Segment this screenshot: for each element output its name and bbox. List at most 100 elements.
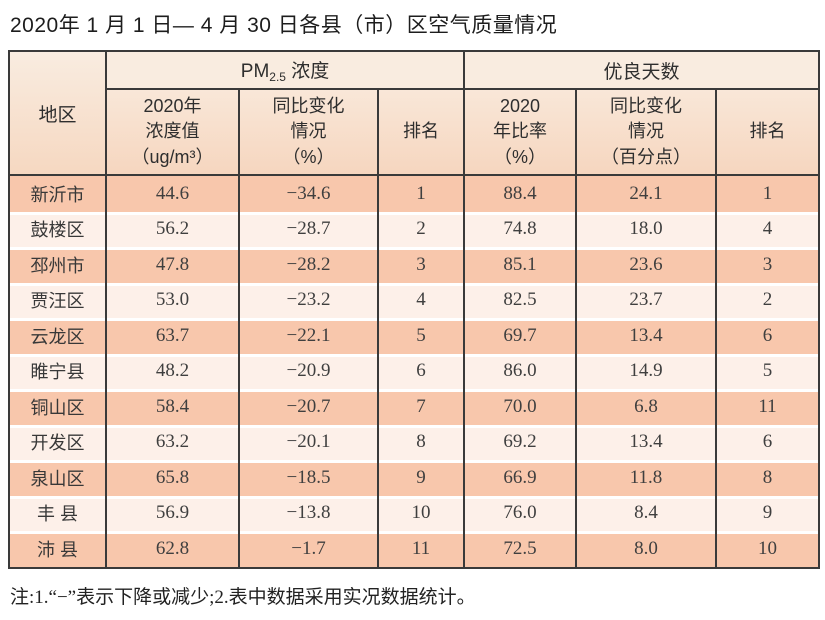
region-cell: 睢宁县 bbox=[9, 353, 106, 389]
column-header-region: 地区 bbox=[9, 51, 106, 176]
good-rank-cell: 4 bbox=[714, 211, 820, 247]
air-quality-table: 地区 PM2.5 浓度 优良天数 2020年 浓度值 （ug/m³） 同比变化 … bbox=[8, 50, 821, 569]
good-rate-cell: 86.0 bbox=[463, 353, 576, 389]
pm-change-cell: −23.2 bbox=[238, 282, 378, 318]
good-rate-cell: 74.8 bbox=[463, 211, 576, 247]
region-cell: 泉山区 bbox=[9, 460, 106, 496]
table-row: 泉山区 65.8 −18.5 9 66.9 11.8 8 bbox=[9, 460, 820, 496]
good-rate-cell: 85.1 bbox=[463, 247, 576, 283]
table-row: 贾汪区 53.0 −23.2 4 82.5 23.7 2 bbox=[9, 282, 820, 318]
good-rank-cell: 5 bbox=[714, 353, 820, 389]
region-cell: 丰 县 bbox=[9, 495, 106, 531]
good-change-cell: 8.4 bbox=[575, 495, 716, 531]
table-row: 邳州市 47.8 −28.2 3 85.1 23.6 3 bbox=[9, 247, 820, 283]
table-row: 新沂市 44.6 −34.6 1 88.4 24.1 1 bbox=[9, 175, 820, 212]
good-rate-cell: 69.7 bbox=[463, 318, 576, 354]
pm-value-cell: 63.7 bbox=[105, 318, 239, 354]
pm-change-cell: −20.7 bbox=[238, 389, 378, 425]
pm-value-cell: 47.8 bbox=[105, 247, 239, 283]
column-header-good-rate: 2020 年比率 （%） bbox=[463, 89, 576, 176]
pm-rank-cell: 11 bbox=[377, 531, 464, 568]
column-group-pm25: PM2.5 浓度 bbox=[105, 51, 464, 90]
good-rank-cell: 2 bbox=[714, 282, 820, 318]
pm-change-cell: −20.9 bbox=[238, 353, 378, 389]
column-group-good-days: 优良天数 bbox=[462, 51, 820, 90]
table-row: 丰 县 56.9 −13.8 10 76.0 8.4 9 bbox=[9, 495, 820, 531]
pm-value-cell: 53.0 bbox=[105, 282, 239, 318]
pm-value-cell: 44.6 bbox=[105, 175, 239, 212]
good-rate-cell: 66.9 bbox=[463, 460, 576, 496]
good-rank-cell: 11 bbox=[714, 389, 820, 425]
pm-value-cell: 56.2 bbox=[105, 211, 239, 247]
region-cell: 新沂市 bbox=[9, 175, 106, 212]
pm-change-cell: −13.8 bbox=[238, 495, 378, 531]
group-header-row: 地区 PM2.5 浓度 优良天数 bbox=[9, 51, 820, 176]
pm-rank-cell: 7 bbox=[377, 389, 464, 425]
table-header: 地区 PM2.5 浓度 优良天数 2020年 浓度值 （ug/m³） 同比变化 … bbox=[9, 51, 820, 176]
pm-change-cell: −34.6 bbox=[238, 175, 378, 212]
pm-rank-cell: 1 bbox=[377, 175, 464, 212]
column-header-pm-change: 同比变化 情况 （%） bbox=[238, 89, 378, 176]
page-title: 2020年 1 月 1 日— 4 月 30 日各县（市）区空气质量情况 bbox=[10, 14, 558, 37]
column-header-good-rank: 排名 bbox=[714, 89, 820, 176]
table-row: 开发区 63.2 −20.1 8 69.2 13.4 6 bbox=[9, 424, 820, 460]
region-cell: 铜山区 bbox=[9, 389, 106, 425]
pm-value-cell: 63.2 bbox=[105, 424, 239, 460]
good-rate-cell: 70.0 bbox=[463, 389, 576, 425]
good-rank-cell: 1 bbox=[714, 175, 820, 212]
column-header-pm-rank: 排名 bbox=[377, 89, 464, 176]
region-cell: 云龙区 bbox=[9, 318, 106, 354]
region-cell: 鼓楼区 bbox=[9, 211, 106, 247]
good-change-cell: 6.8 bbox=[575, 389, 716, 425]
pm-value-cell: 58.4 bbox=[105, 389, 239, 425]
good-rank-cell: 9 bbox=[714, 495, 820, 531]
good-change-cell: 14.9 bbox=[575, 353, 716, 389]
table-body: 新沂市 44.6 −34.6 1 88.4 24.1 1 鼓楼区 56.2 −2… bbox=[9, 175, 820, 568]
pm-change-cell: −28.7 bbox=[238, 211, 378, 247]
good-rate-cell: 88.4 bbox=[463, 175, 576, 212]
table-row: 铜山区 58.4 −20.7 7 70.0 6.8 11 bbox=[9, 389, 820, 425]
pm-rank-cell: 5 bbox=[377, 318, 464, 354]
pm-rank-cell: 6 bbox=[377, 353, 464, 389]
pm-change-cell: −1.7 bbox=[238, 531, 378, 568]
region-cell: 贾汪区 bbox=[9, 282, 106, 318]
column-header-pm-value: 2020年 浓度值 （ug/m³） bbox=[105, 89, 239, 176]
good-rank-cell: 6 bbox=[714, 318, 820, 354]
pm-change-cell: −20.1 bbox=[238, 424, 378, 460]
good-change-cell: 8.0 bbox=[575, 531, 716, 568]
pm-change-cell: −18.5 bbox=[238, 460, 378, 496]
good-rate-cell: 82.5 bbox=[463, 282, 576, 318]
good-change-cell: 13.4 bbox=[575, 424, 716, 460]
table-row: 睢宁县 48.2 −20.9 6 86.0 14.9 5 bbox=[9, 353, 820, 389]
good-rank-cell: 6 bbox=[714, 424, 820, 460]
pm25-label-subscript: 2.5 bbox=[269, 70, 286, 84]
good-change-cell: 23.7 bbox=[575, 282, 716, 318]
pm25-label-prefix: PM bbox=[240, 61, 270, 82]
good-change-cell: 23.6 bbox=[575, 247, 716, 283]
table-row: 沛 县 62.8 −1.7 11 72.5 8.0 10 bbox=[9, 531, 820, 568]
pm-value-cell: 48.2 bbox=[105, 353, 239, 389]
good-rate-cell: 69.2 bbox=[463, 424, 576, 460]
pm25-label-suffix: 浓度 bbox=[285, 61, 330, 82]
table-row: 鼓楼区 56.2 −28.7 2 74.8 18.0 4 bbox=[9, 211, 820, 247]
column-header-good-change: 同比变化 情况 （百分点） bbox=[575, 89, 716, 176]
region-cell: 沛 县 bbox=[9, 531, 106, 568]
good-rank-cell: 8 bbox=[714, 460, 820, 496]
region-cell: 邳州市 bbox=[9, 247, 106, 283]
good-change-cell: 18.0 bbox=[575, 211, 716, 247]
pm-rank-cell: 8 bbox=[377, 424, 464, 460]
table-row: 云龙区 63.7 −22.1 5 69.7 13.4 6 bbox=[9, 318, 820, 354]
pm-rank-cell: 2 bbox=[377, 211, 464, 247]
sub-header-row: 2020年 浓度值 （ug/m³） 同比变化 情况 （%） 排名 2020 年比… bbox=[9, 89, 820, 176]
good-change-cell: 13.4 bbox=[575, 318, 716, 354]
pm-rank-cell: 9 bbox=[377, 460, 464, 496]
good-change-cell: 24.1 bbox=[575, 175, 716, 212]
good-change-cell: 11.8 bbox=[575, 460, 716, 496]
pm-rank-cell: 3 bbox=[377, 247, 464, 283]
good-rank-cell: 3 bbox=[714, 247, 820, 283]
pm-change-cell: −28.2 bbox=[238, 247, 378, 283]
pm-rank-cell: 4 bbox=[377, 282, 464, 318]
good-rate-cell: 72.5 bbox=[463, 531, 576, 568]
pm-change-cell: −22.1 bbox=[238, 318, 378, 354]
pm-value-cell: 56.9 bbox=[105, 495, 239, 531]
